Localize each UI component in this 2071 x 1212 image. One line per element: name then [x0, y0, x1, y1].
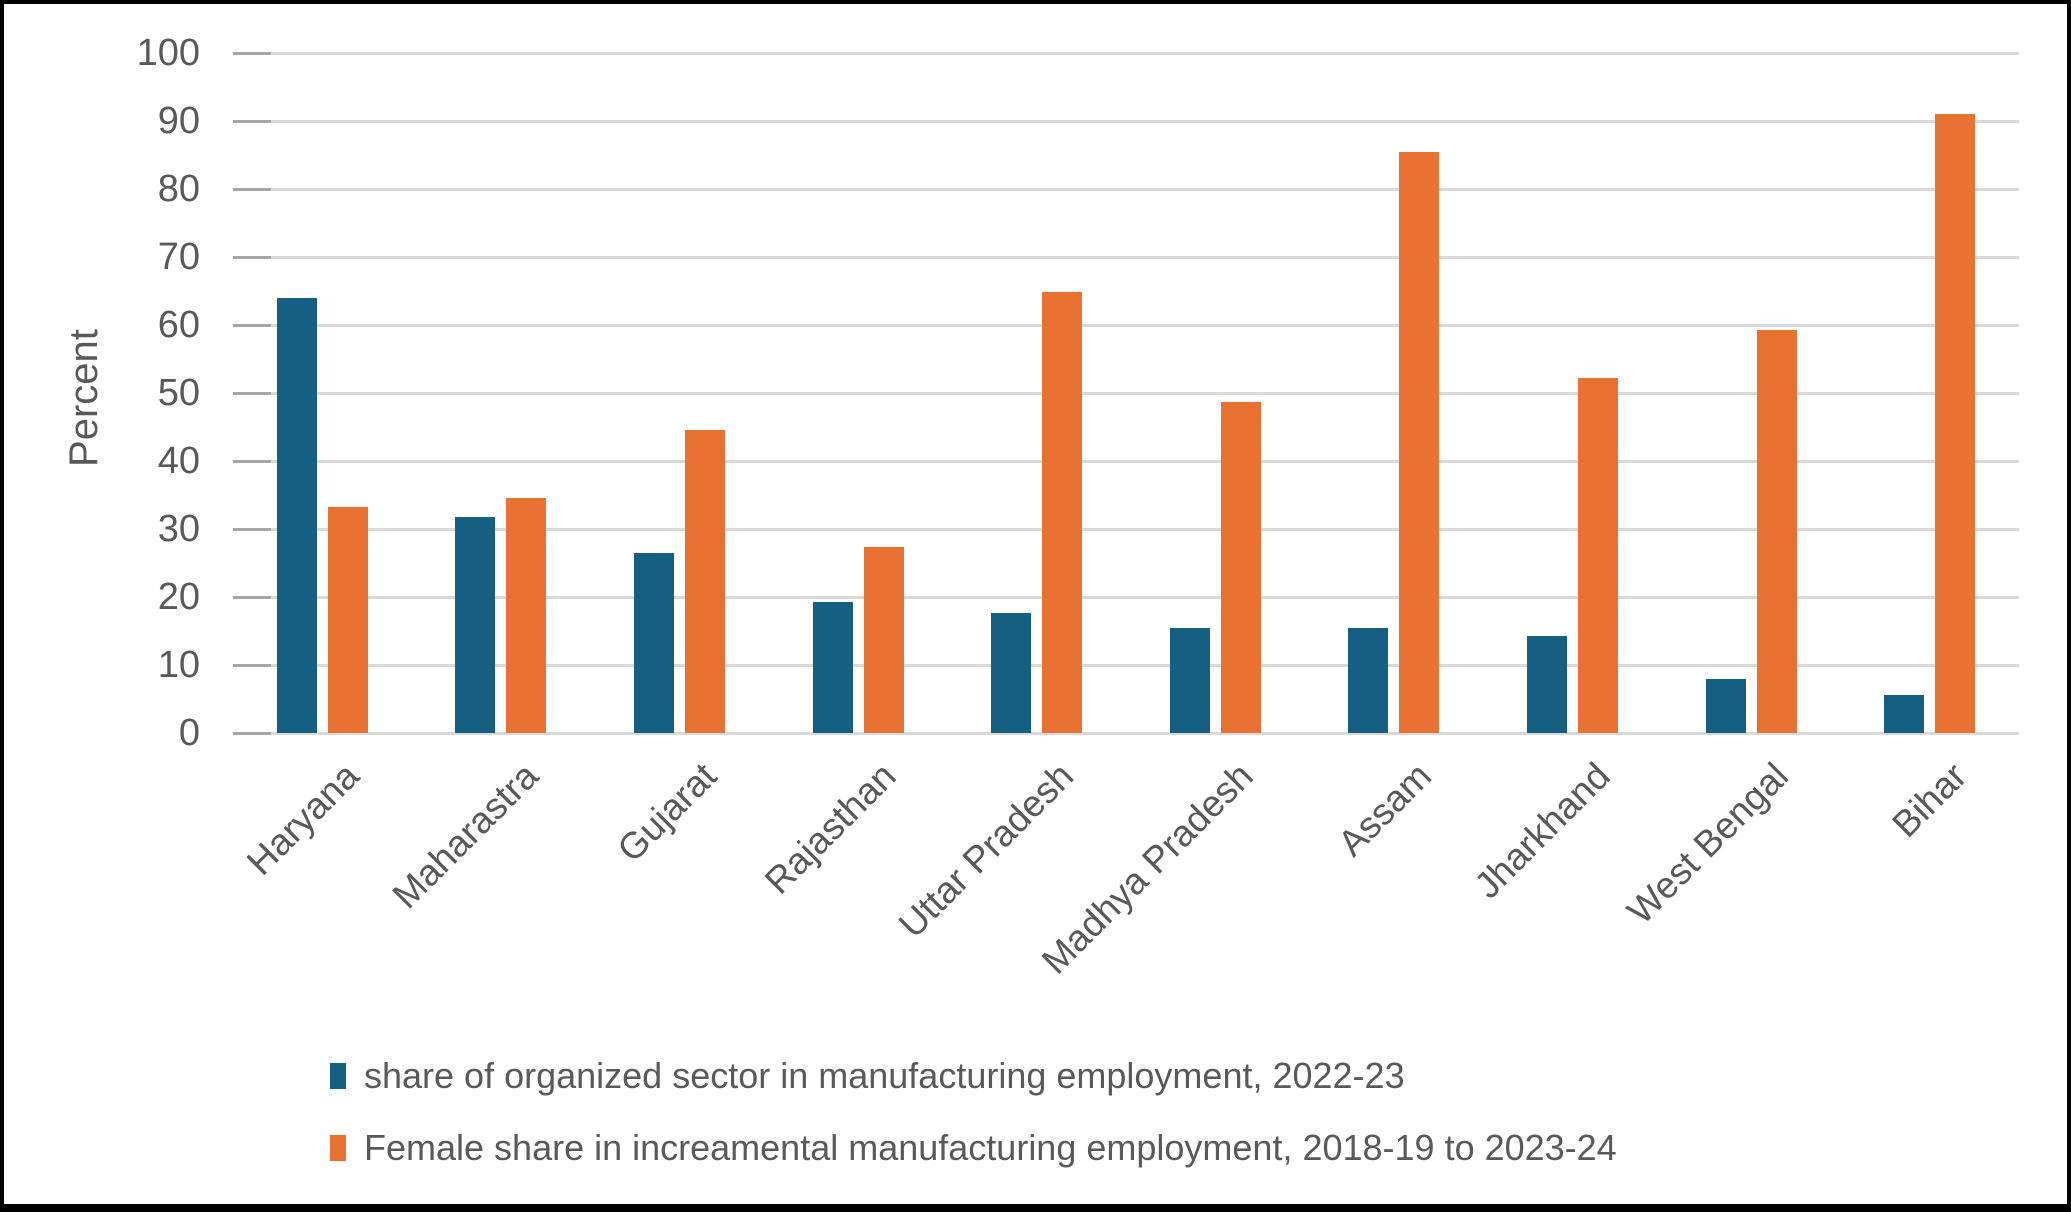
bar-assam-series-0: [1348, 627, 1389, 733]
x-axis-label: Maharastra: [384, 755, 546, 917]
x-axis-label: Bihar: [1884, 755, 1975, 846]
y-axis-tick-mark: [233, 596, 271, 599]
bar-bihar-series-1: [1935, 113, 1976, 733]
bar-rajasthan-series-1: [863, 547, 904, 733]
x-axis-label: Rajasthan: [756, 755, 904, 902]
gridline: [233, 52, 2019, 55]
y-axis-tick-label: 0: [178, 712, 200, 754]
y-axis-tick-label: 20: [157, 576, 200, 618]
bar-bihar-series-0: [1884, 694, 1925, 733]
y-axis-tick-label: 60: [157, 304, 200, 346]
y-axis-tick-label: 90: [157, 100, 200, 142]
y-axis-tick-mark: [233, 120, 271, 123]
legend-swatch-organized-sector-icon: [330, 1063, 346, 1089]
y-axis-tick-label: 10: [157, 644, 200, 686]
bar-uttar-pradesh-series-1: [1042, 291, 1083, 733]
y-axis-tick-mark: [233, 460, 271, 463]
y-axis-tick-label: 30: [157, 508, 200, 550]
gridline: [233, 460, 2019, 463]
x-axis-label: Gujarat: [609, 755, 725, 870]
bar-assam-series-1: [1399, 152, 1440, 733]
y-axis-tick-label: 40: [157, 440, 200, 482]
bar-west-bengal-series-1: [1756, 329, 1797, 733]
y-axis-tick-mark: [233, 732, 271, 735]
bar-maharastra-series-1: [506, 498, 547, 733]
y-axis-tick-mark: [233, 392, 271, 395]
y-axis-tick-mark: [233, 528, 271, 531]
gridline: [233, 256, 2019, 259]
gridline: [233, 324, 2019, 327]
y-axis-tick-mark: [233, 664, 271, 667]
bar-uttar-pradesh-series-0: [991, 613, 1032, 733]
gridline: [233, 528, 2019, 531]
y-axis-tick-label: 100: [136, 32, 200, 74]
bar-jharkhand-series-1: [1578, 378, 1618, 733]
bar-west-bengal-series-0: [1705, 679, 1746, 733]
y-axis-tick-label: 70: [157, 236, 200, 278]
plot-area: [233, 52, 2019, 735]
gridline: [233, 188, 2019, 191]
bar-gujarat-series-0: [634, 552, 674, 733]
bar-haryana-series-1: [327, 507, 368, 733]
bar-madhya-pradesh-series-0: [1169, 627, 1210, 733]
legend-label-female-share: Female share in increamental manufacturi…: [364, 1127, 1617, 1168]
gridline: [233, 392, 2019, 395]
bar-rajasthan-series-0: [812, 602, 853, 733]
x-axis-label: Jharkhand: [1466, 755, 1618, 907]
x-axis-label: Assam: [1329, 755, 1439, 864]
legend-label-organized-sector: share of organized sector in manufacturi…: [364, 1055, 1405, 1096]
legend-swatch-female-share-icon: [330, 1135, 346, 1161]
gridline: [233, 596, 2019, 599]
gridline: [233, 664, 2019, 667]
legend-item-female-share: Female share in increamental manufacturi…: [330, 1126, 1617, 1170]
y-axis-tick-mark: [233, 52, 271, 55]
bar-jharkhand-series-0: [1527, 636, 1567, 733]
bar-madhya-pradesh-series-1: [1220, 401, 1261, 733]
bar-haryana-series-0: [276, 297, 317, 733]
y-axis-tick-label: 50: [157, 372, 200, 414]
legend-item-organized-sector: share of organized sector in manufacturi…: [330, 1054, 1405, 1098]
x-axis-label: Haryana: [239, 755, 368, 883]
y-axis-tick-mark: [233, 256, 271, 259]
x-axis-label: West Bengal: [1619, 755, 1797, 932]
gridline: [233, 732, 2019, 735]
y-axis-tick-mark: [233, 324, 271, 327]
bar-gujarat-series-1: [685, 429, 725, 733]
x-axis-label: Uttar Pradesh: [891, 755, 1082, 946]
y-axis-tick-label: 80: [157, 168, 200, 210]
y-axis-tick-mark: [233, 188, 271, 191]
bar-maharastra-series-0: [455, 516, 496, 733]
gridline: [233, 120, 2019, 123]
